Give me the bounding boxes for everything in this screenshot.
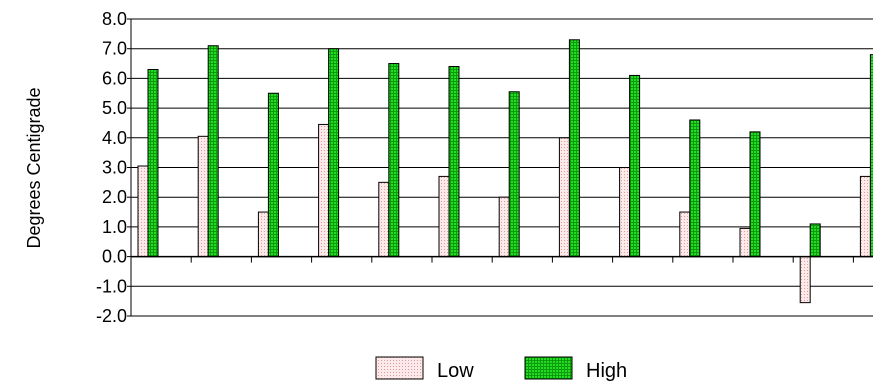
y-tick-label: 8.0 [102,9,127,29]
bar-low [318,123,330,258]
bar-high [388,63,400,258]
bar-low [378,181,390,258]
y-tick-label: 7.0 [102,39,127,59]
bar-high [869,54,873,258]
y-tick-label: 4.0 [102,128,127,148]
bar-low [739,227,751,258]
y-tick-label: 6.0 [102,68,127,88]
y-axis-label: Degrees Centigrade [24,87,44,248]
y-tick-label: 0.0 [102,247,127,267]
bar-low [619,167,631,258]
y-tick-label: -2.0 [96,306,127,326]
legend-label-low: Low [437,360,474,382]
bar-high [147,68,159,258]
y-tick-label: 2.0 [102,187,127,207]
axes [130,19,873,316]
bar-high [689,119,701,258]
bar-high [267,92,279,258]
bar-low [137,165,149,258]
legend-swatch-high [524,356,573,380]
bar-low [498,196,510,258]
bar-low [859,175,871,258]
bars [137,39,873,304]
y-tick-label: 3.0 [102,158,127,178]
bar-high [448,66,460,258]
bar-low [197,135,209,258]
bar-low [438,175,450,258]
bar-high [629,74,641,258]
bar-high [809,223,821,258]
bar-low [257,211,269,258]
y-tick-label: 5.0 [102,98,127,118]
gridlines [127,18,873,317]
bar-low [679,211,691,258]
bar-low [558,137,570,258]
legend-swatch-low [375,356,424,380]
legend: Low High [375,356,627,382]
bar-high [328,48,340,258]
bar-high [508,91,520,258]
legend-label-high: High [586,360,627,382]
bar-high [568,39,580,258]
bar-high [207,45,219,258]
bar-low [799,256,811,304]
y-tick-labels: -2.0 -1.0 0.0 1.0 2.0 3.0 4.0 5.0 6.0 7.0 8.0 [96,9,127,326]
y-tick-label: -1.0 [96,276,127,296]
bar-high [749,131,761,258]
y-tick-label: 1.0 [102,217,127,237]
